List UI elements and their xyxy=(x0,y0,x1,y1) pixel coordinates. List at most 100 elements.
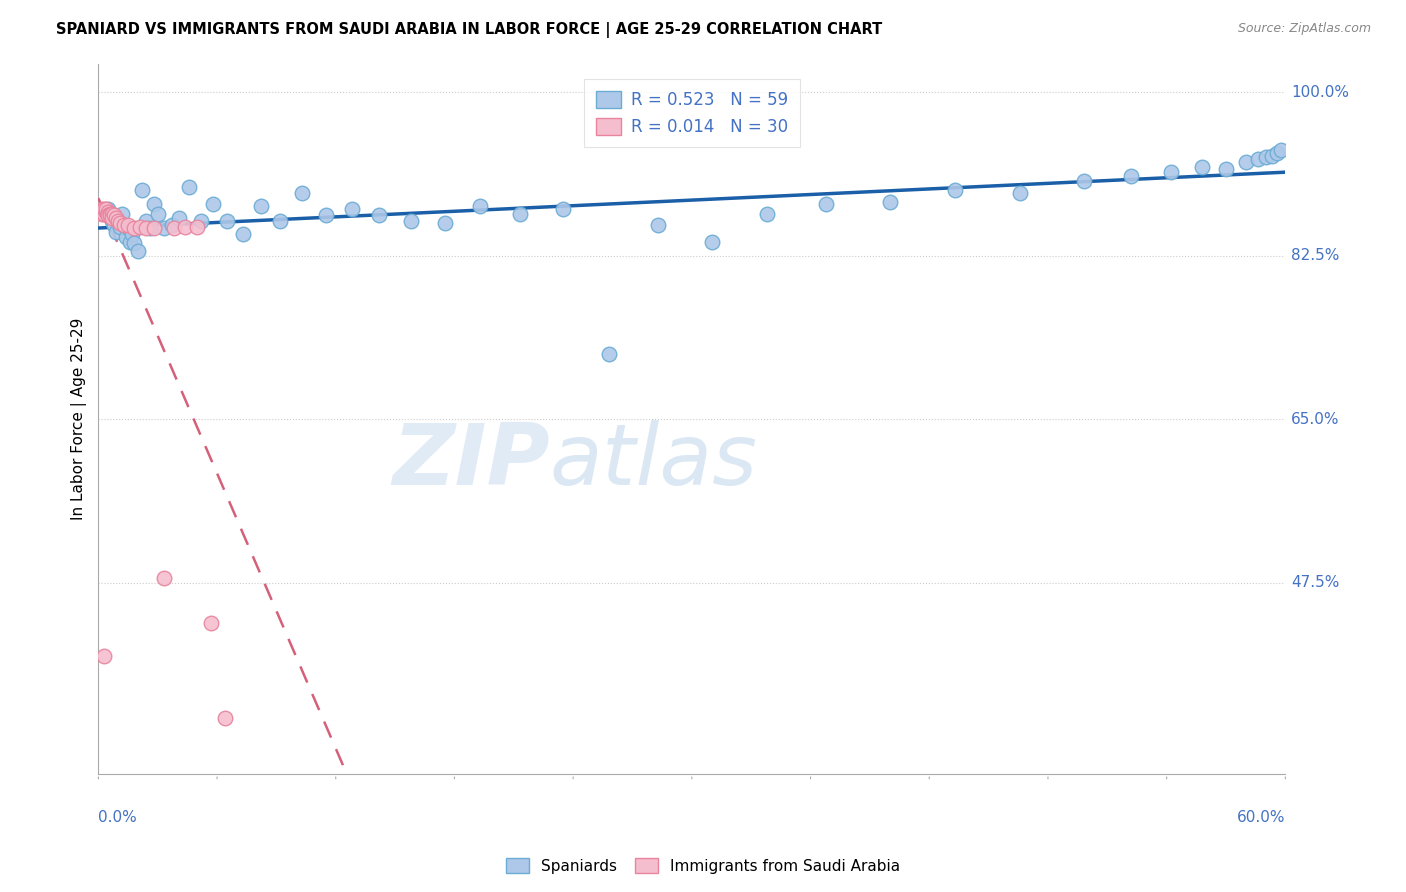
Point xyxy=(700,235,723,249)
Point xyxy=(202,197,225,211)
Point xyxy=(1119,169,1142,184)
Point xyxy=(1267,145,1289,160)
Point xyxy=(368,209,391,223)
Point xyxy=(117,218,139,232)
Point xyxy=(179,180,201,194)
Point xyxy=(315,209,337,223)
Point xyxy=(135,214,157,228)
Point xyxy=(93,206,115,220)
Point xyxy=(112,218,135,232)
Point xyxy=(200,615,222,630)
Point xyxy=(127,244,149,258)
Point xyxy=(756,206,779,220)
Point xyxy=(142,197,165,211)
Text: 82.5%: 82.5% xyxy=(1291,248,1340,263)
Point xyxy=(146,206,169,220)
Point xyxy=(1073,174,1095,188)
Text: 47.5%: 47.5% xyxy=(1291,575,1340,591)
Point xyxy=(1260,148,1282,162)
Point xyxy=(131,183,153,197)
Point xyxy=(249,199,271,213)
Point xyxy=(107,214,129,228)
Point xyxy=(647,218,669,232)
Point xyxy=(598,347,620,361)
Point xyxy=(1010,186,1032,200)
Point xyxy=(98,209,121,223)
Point xyxy=(96,204,118,219)
Text: ZIP: ZIP xyxy=(392,420,550,503)
Text: 100.0%: 100.0% xyxy=(1291,85,1350,100)
Point xyxy=(97,204,120,219)
Point xyxy=(115,230,138,244)
Point xyxy=(117,220,139,235)
Point xyxy=(1215,161,1237,176)
Point xyxy=(112,218,135,232)
Point xyxy=(93,202,115,216)
Point xyxy=(1247,153,1270,167)
Point xyxy=(97,209,120,223)
Point xyxy=(108,216,131,230)
Point xyxy=(101,214,124,228)
Point xyxy=(97,209,120,223)
Point xyxy=(135,220,157,235)
Text: Source: ZipAtlas.com: Source: ZipAtlas.com xyxy=(1237,22,1371,36)
Point xyxy=(269,214,291,228)
Legend: Spaniards, Immigrants from Saudi Arabia: Spaniards, Immigrants from Saudi Arabia xyxy=(499,852,907,880)
Point xyxy=(105,211,128,226)
Point xyxy=(509,206,531,220)
Point xyxy=(108,219,131,234)
Point xyxy=(879,195,901,210)
Point xyxy=(139,220,162,235)
Point xyxy=(160,218,183,232)
Point xyxy=(122,220,145,235)
Point xyxy=(232,227,254,241)
Text: 60.0%: 60.0% xyxy=(1237,810,1285,824)
Point xyxy=(1270,143,1292,157)
Point xyxy=(152,220,174,235)
Point xyxy=(162,220,184,235)
Point xyxy=(107,214,129,228)
Point xyxy=(943,183,966,197)
Point xyxy=(1160,164,1182,178)
Point xyxy=(101,206,124,220)
Point xyxy=(1254,151,1277,165)
Point xyxy=(91,202,114,216)
Point xyxy=(98,209,121,223)
Point xyxy=(142,220,165,235)
Point xyxy=(1234,155,1257,169)
Point xyxy=(1191,160,1213,174)
Point xyxy=(96,202,118,216)
Point xyxy=(93,649,115,664)
Point xyxy=(215,214,238,228)
Y-axis label: In Labor Force | Age 25-29: In Labor Force | Age 25-29 xyxy=(72,318,87,520)
Point xyxy=(815,197,838,211)
Point xyxy=(101,211,124,226)
Point xyxy=(190,214,212,228)
Point xyxy=(105,225,128,239)
Text: 65.0%: 65.0% xyxy=(1291,411,1340,426)
Point xyxy=(118,235,141,249)
Text: atlas: atlas xyxy=(550,420,758,503)
Text: 0.0%: 0.0% xyxy=(98,810,138,824)
Point xyxy=(169,211,191,226)
Point xyxy=(128,219,150,234)
Point xyxy=(174,219,197,234)
Point xyxy=(152,571,174,585)
Point xyxy=(97,202,120,216)
Point xyxy=(186,219,208,234)
Point xyxy=(122,236,145,251)
Legend: R = 0.523   N = 59, R = 0.014   N = 30: R = 0.523 N = 59, R = 0.014 N = 30 xyxy=(583,79,800,147)
Point xyxy=(399,214,422,228)
Point xyxy=(340,202,363,216)
Point xyxy=(553,202,575,216)
Point xyxy=(433,216,456,230)
Point xyxy=(214,711,236,725)
Point xyxy=(291,186,314,200)
Point xyxy=(103,209,125,223)
Point xyxy=(111,206,134,220)
Point xyxy=(91,206,114,220)
Point xyxy=(98,206,121,220)
Point xyxy=(103,218,125,232)
Point xyxy=(96,206,118,220)
Point xyxy=(470,199,492,213)
